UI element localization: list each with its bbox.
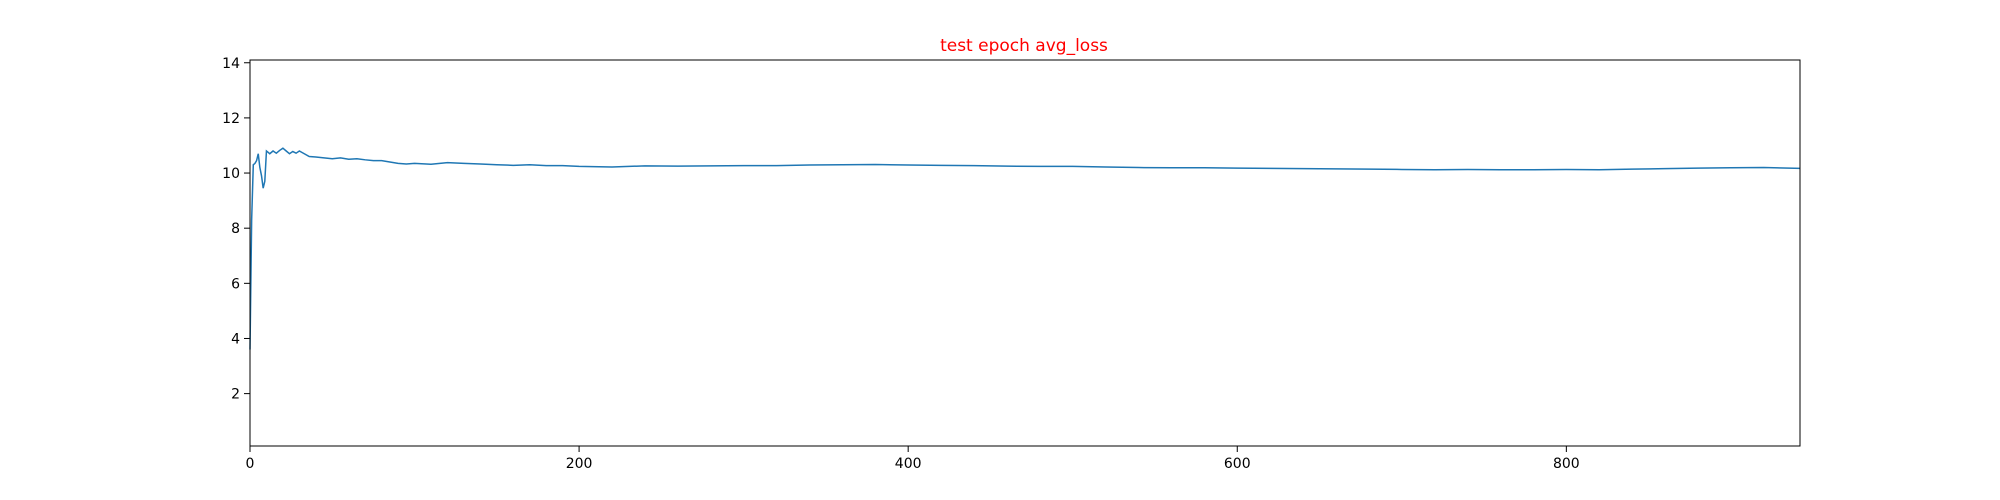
y-tick-label: 12 [222, 111, 240, 127]
y-axis: 2 4 6 8 10 12 14 [222, 56, 250, 403]
series-line [249, 147, 1801, 350]
y-tick-label: 2 [231, 387, 240, 403]
y-tick-label: 14 [222, 56, 240, 72]
x-tick-label: 0 [246, 456, 255, 472]
y-tick-label: 10 [222, 166, 240, 182]
x-tick-label: 600 [1224, 456, 1251, 472]
plot-area-frame [249, 59, 1801, 447]
x-axis: 0 200 400 600 800 [246, 446, 1580, 472]
chart-title: test epoch avg_loss [940, 36, 1108, 56]
x-tick-label: 200 [566, 456, 593, 472]
x-tick-label: 400 [895, 456, 922, 472]
y-tick-label: 8 [231, 221, 240, 237]
y-tick-label: 4 [231, 331, 240, 347]
y-tick-label: 6 [231, 276, 240, 292]
x-tick-label: 800 [1553, 456, 1580, 472]
